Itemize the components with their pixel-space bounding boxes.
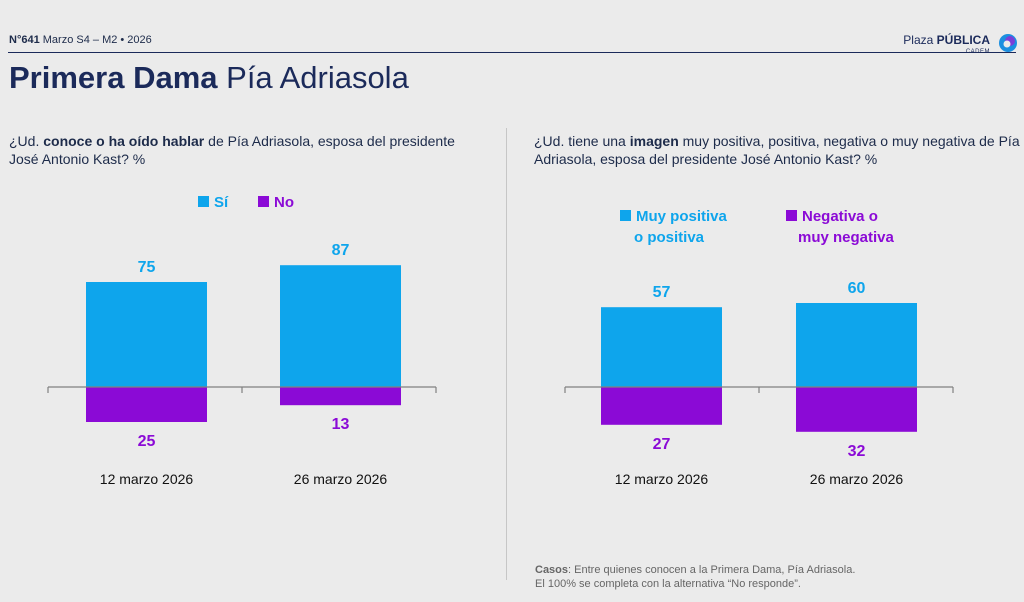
footnote: Casos: Entre quienes conocen a la Primer… <box>535 563 855 591</box>
left-category-label-0: 12 marzo 2026 <box>100 471 194 487</box>
right-legend-negative-line2: muy negativa <box>798 229 894 246</box>
left-label-negative-0: 25 <box>138 433 156 450</box>
right-question: ¿Ud. tiene una imagen muy positiva, posi… <box>534 132 1024 168</box>
page-title-regular: Pía Adriasola <box>226 60 409 95</box>
left-question-post: de Pía Adriasola, esposa del presidente … <box>9 133 455 167</box>
panel-divider <box>506 128 507 580</box>
left-category-label-1: 26 marzo 2026 <box>294 471 388 487</box>
left-legend-negative: No <box>258 192 294 213</box>
right-legend-negative: Negativa o muy negativa <box>786 206 894 248</box>
left-legend-positive-label: Sí <box>214 194 229 211</box>
header-divider <box>8 52 1016 53</box>
page-title: Primera Dama Pía Adriasola <box>9 60 409 96</box>
right-category-label-0: 12 marzo 2026 <box>615 471 709 487</box>
left-question: ¿Ud. conoce o ha oído hablar de Pía Adri… <box>9 132 479 168</box>
left-label-negative-1: 13 <box>332 416 350 433</box>
issue-date: Marzo S4 – M2 • 2026 <box>42 34 152 46</box>
brand-publica: PÚBLICA <box>936 33 990 47</box>
left-legend-positive: Sí <box>198 192 228 213</box>
left-question-pre: ¿Ud. <box>9 133 40 149</box>
brand-logo-icon <box>999 34 1017 52</box>
right-bar-negative-0 <box>601 387 722 425</box>
left-bar-positive-1 <box>280 265 401 387</box>
right-label-negative-1: 32 <box>848 443 866 460</box>
right-category-label-1: 26 marzo 2026 <box>810 471 904 487</box>
issue-label: N°641 Marzo S4 – M2 • 2026 <box>9 34 152 46</box>
footnote-line1: : Entre quienes conocen a la Primera Dam… <box>568 564 856 576</box>
left-bar-negative-1 <box>280 387 401 406</box>
left-legend-negative-swatch <box>258 196 269 207</box>
right-bar-positive-0 <box>601 307 722 387</box>
left-question-bold: conoce o ha oído hablar <box>43 133 205 149</box>
right-question-bold: imagen <box>629 133 679 149</box>
right-legend-positive-swatch <box>620 210 631 221</box>
right-bar-positive-1 <box>796 303 917 387</box>
right-question-post: muy positiva, positiva, negativa o muy n… <box>534 133 1020 167</box>
issue-number: N°641 <box>9 34 40 46</box>
right-label-positive-0: 57 <box>653 284 671 301</box>
right-label-negative-0: 27 <box>653 436 671 453</box>
left-bar-positive-0 <box>86 282 207 387</box>
right-legend-negative-line1: Negativa o <box>802 208 878 225</box>
left-legend-negative-label: No <box>274 194 294 211</box>
left-legend-positive-swatch <box>198 196 209 207</box>
footnote-bold: Casos <box>535 564 569 576</box>
left-label-positive-1: 87 <box>332 242 350 259</box>
right-label-positive-1: 60 <box>848 280 866 297</box>
right-legend-positive-line1: Muy positiva <box>636 208 727 225</box>
right-legend-negative-swatch <box>786 210 797 221</box>
footnote-line2: El 100% se completa con la alternativa “… <box>535 578 801 590</box>
right-bar-negative-1 <box>796 387 917 432</box>
left-label-positive-0: 75 <box>138 259 156 276</box>
brand-plaza: Plaza <box>903 33 934 47</box>
right-question-pre: ¿Ud. tiene una <box>534 133 626 149</box>
right-legend-positive: Muy positiva o positiva <box>620 206 727 248</box>
left-bar-negative-0 <box>86 387 207 422</box>
right-legend-positive-line2: o positiva <box>634 229 705 246</box>
page-title-bold: Primera Dama <box>9 60 218 95</box>
